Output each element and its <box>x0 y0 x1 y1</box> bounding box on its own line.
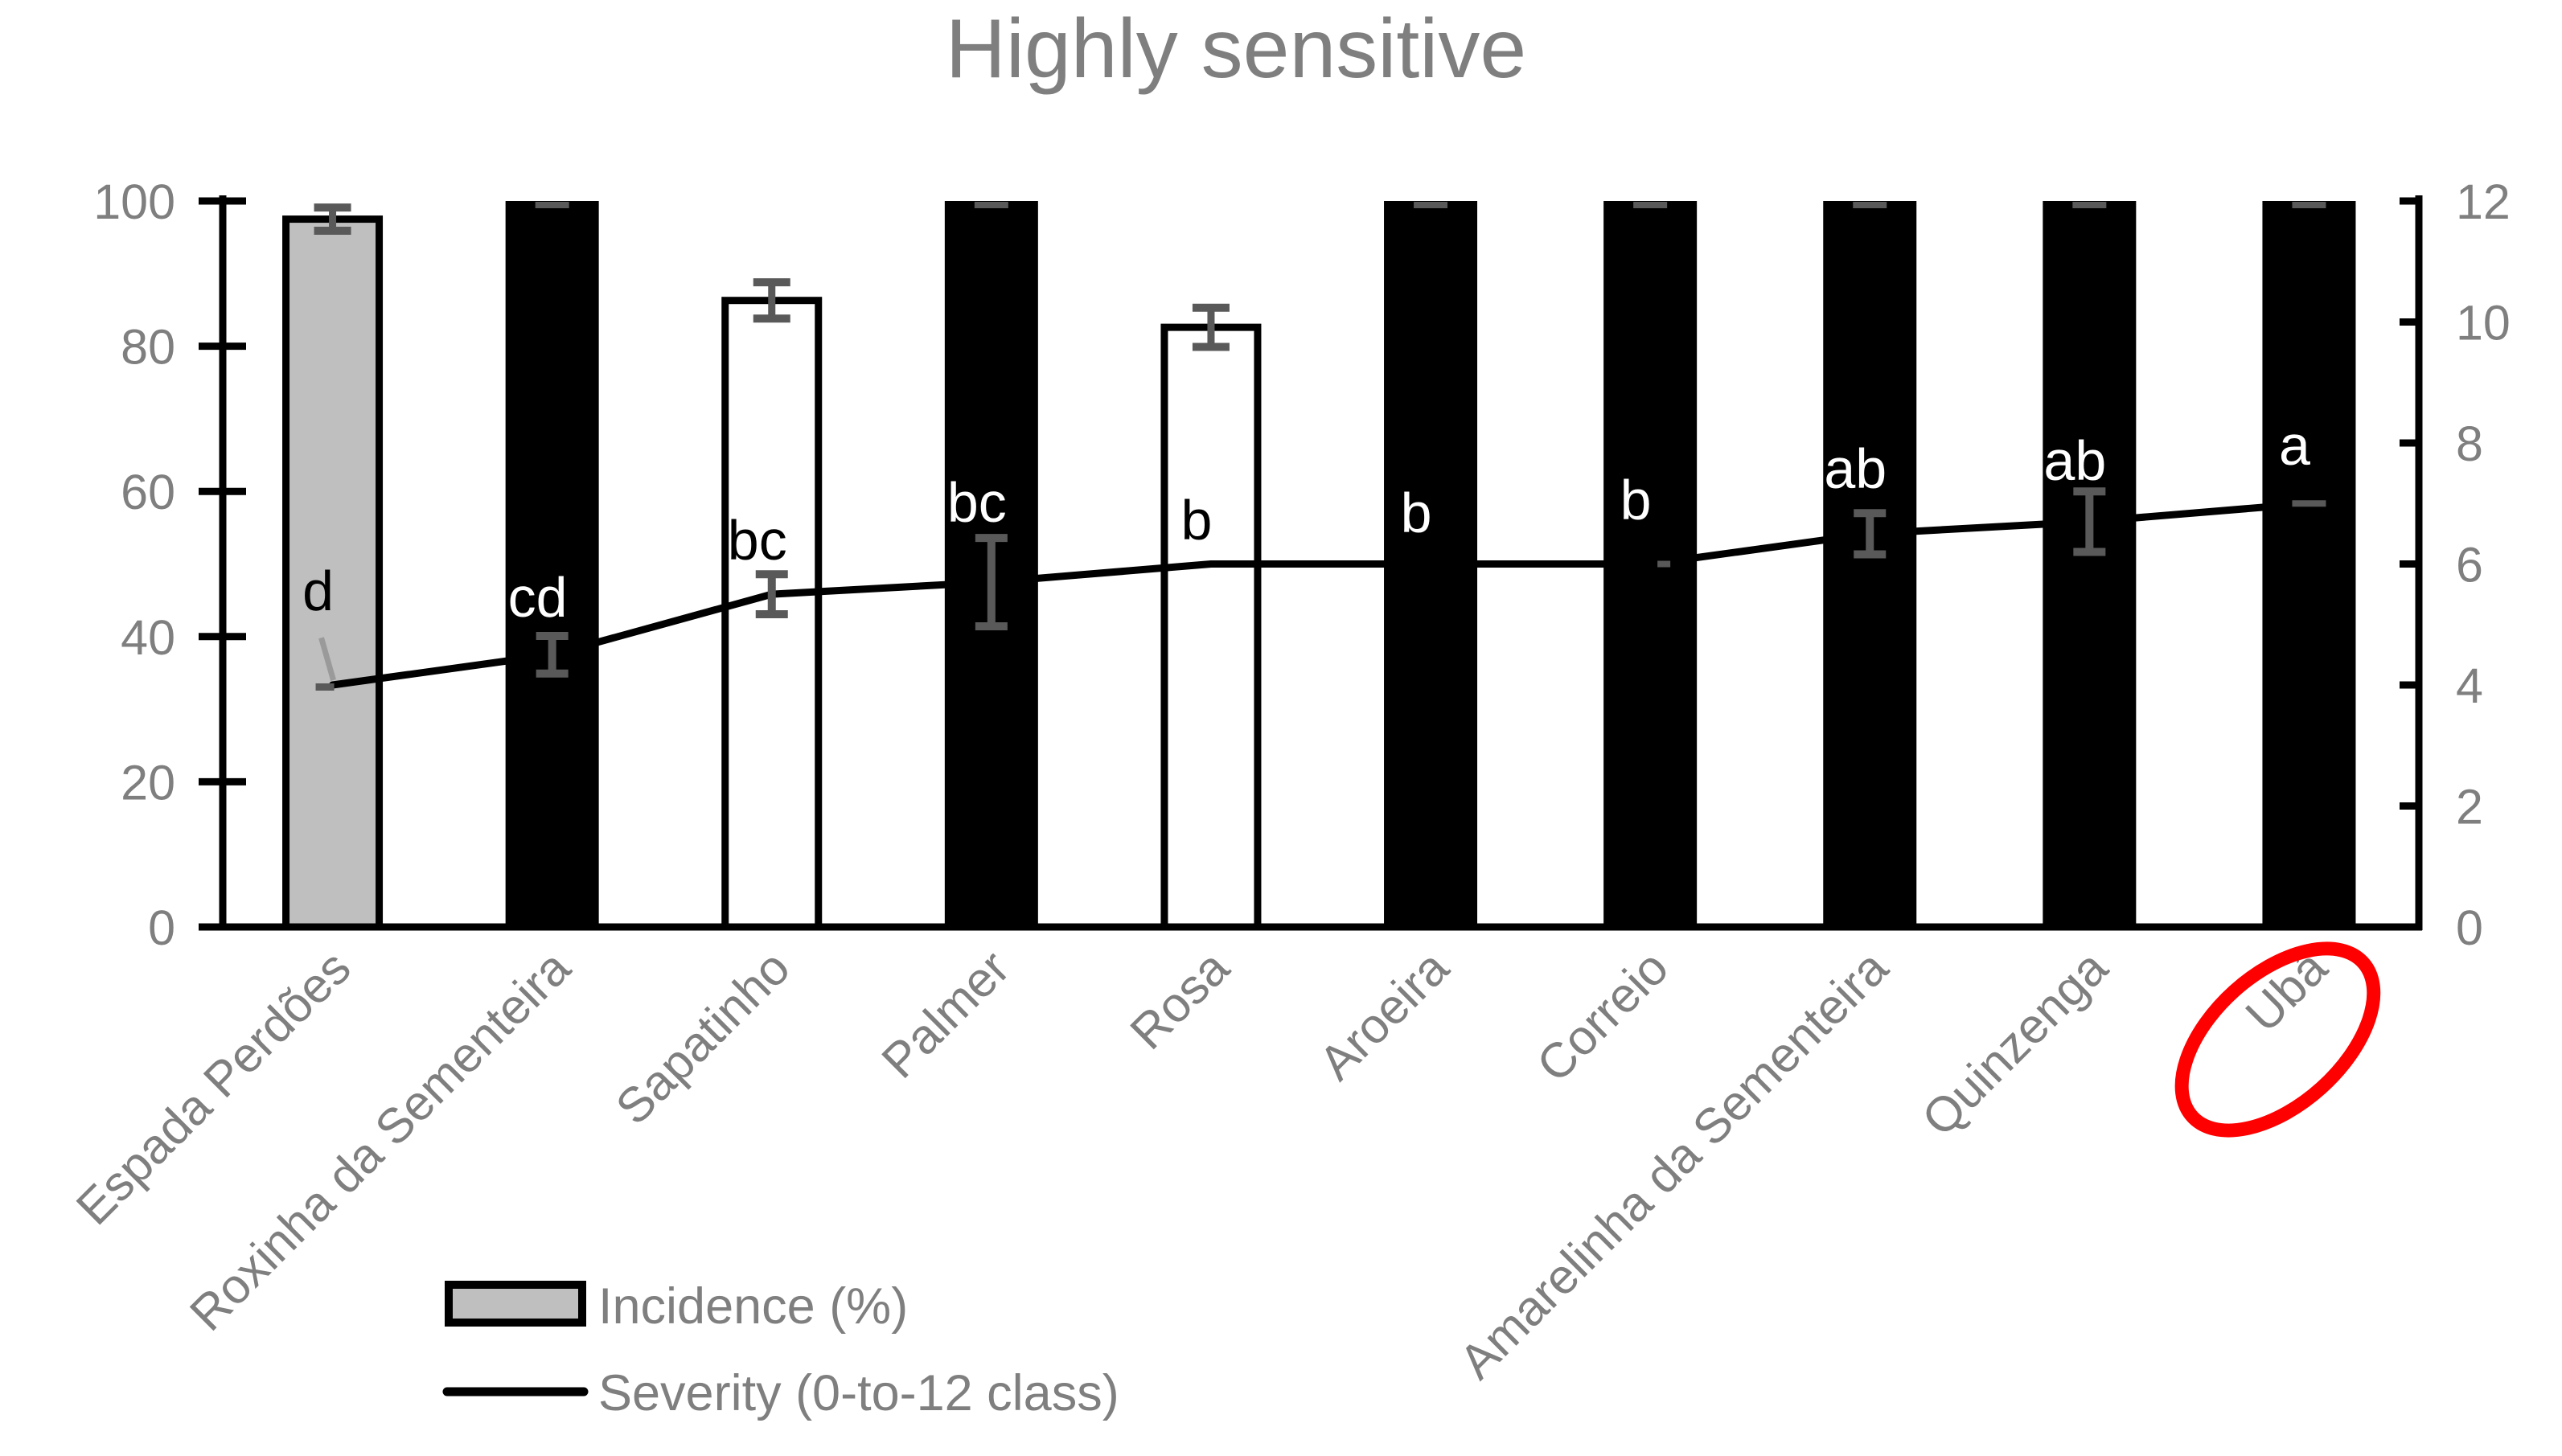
legend-group: Incidence (%) Severity (0-to-12 class) <box>442 1278 1119 1421</box>
significance-letter: ab <box>2043 429 2106 492</box>
incidence-bar <box>1823 201 1917 927</box>
x-axis-category-label: Sapatinho <box>606 940 800 1134</box>
incidence-bar <box>2262 201 2356 927</box>
x-axis-category-label: Quinzenga <box>1911 940 2118 1146</box>
left-axis-tick-label: 0 <box>148 900 175 955</box>
legend-incidence-label: Incidence (%) <box>598 1278 908 1335</box>
incidence-error-cap-clipped <box>2292 202 2326 208</box>
chart-title: Highly sensitive <box>946 2 1527 96</box>
incidence-bar <box>282 215 384 931</box>
x-axis-category-label: Aroeira <box>1308 940 1459 1090</box>
significance-letter: b <box>1180 489 1212 552</box>
incidence-error-cap-clipped <box>535 202 569 208</box>
right-axis-tick-label: 12 <box>2456 174 2511 229</box>
legend-severity-label: Severity (0-to-12 class) <box>598 1365 1119 1421</box>
significance-letter: d <box>302 560 334 622</box>
left-axis-tick-label: 20 <box>121 755 175 810</box>
right-axis-tick-label: 2 <box>2456 780 2483 835</box>
x-axis-category-label: Correio <box>1526 940 1679 1093</box>
x-axis-category-label: Rosa <box>1119 940 1239 1060</box>
severity-error-bar <box>318 637 336 681</box>
right-axis-tick-label: 6 <box>2456 538 2483 593</box>
left-axis-tick-label: 100 <box>93 174 175 229</box>
incidence-error-cap-clipped <box>974 202 1008 208</box>
highlight-ellipse <box>2174 941 2381 1138</box>
significance-letter: a <box>2279 414 2310 477</box>
error-bars-group <box>314 202 2326 691</box>
left-axis-tick-label: 80 <box>121 320 175 375</box>
incidence-error-cap-clipped <box>1414 202 1448 208</box>
significance-letter: b <box>1620 469 1652 531</box>
left-axis-tick-label: 40 <box>121 610 175 665</box>
legend-incidence-swatch <box>445 1281 586 1327</box>
significance-letter: b <box>1401 482 1432 544</box>
incidence-bar <box>505 201 599 927</box>
right-axis-tick-label: 4 <box>2456 658 2483 713</box>
right-axis-tick-label: 0 <box>2456 900 2483 955</box>
incidence-error-cap-clipped <box>2072 202 2107 208</box>
incidence-error-cap-clipped <box>1633 202 1668 208</box>
significance-letter: cd <box>508 566 568 629</box>
incidence-error-cap-clipped <box>1853 202 1887 208</box>
left-axis-tick-label: 60 <box>121 465 175 519</box>
x-axis-category-label: Amarelinha da Sementeira <box>1449 940 1899 1389</box>
incidence-bar <box>1160 323 1262 931</box>
severity-line-group <box>329 499 2313 689</box>
significance-letters-group: d cd bc bc b b b ab ab a <box>302 414 2310 629</box>
x-axis-category-label: Palmer <box>871 940 1020 1089</box>
significance-letter: bc <box>947 471 1007 534</box>
right-axis-tick-label: 8 <box>2456 416 2483 471</box>
severity-line <box>329 499 2313 689</box>
right-axis-tick-label: 10 <box>2456 296 2511 351</box>
significance-letter: bc <box>728 509 787 572</box>
annotation-group <box>2174 941 2381 1138</box>
incidence-bar <box>2043 201 2137 927</box>
significance-letter: ab <box>1824 437 1887 500</box>
